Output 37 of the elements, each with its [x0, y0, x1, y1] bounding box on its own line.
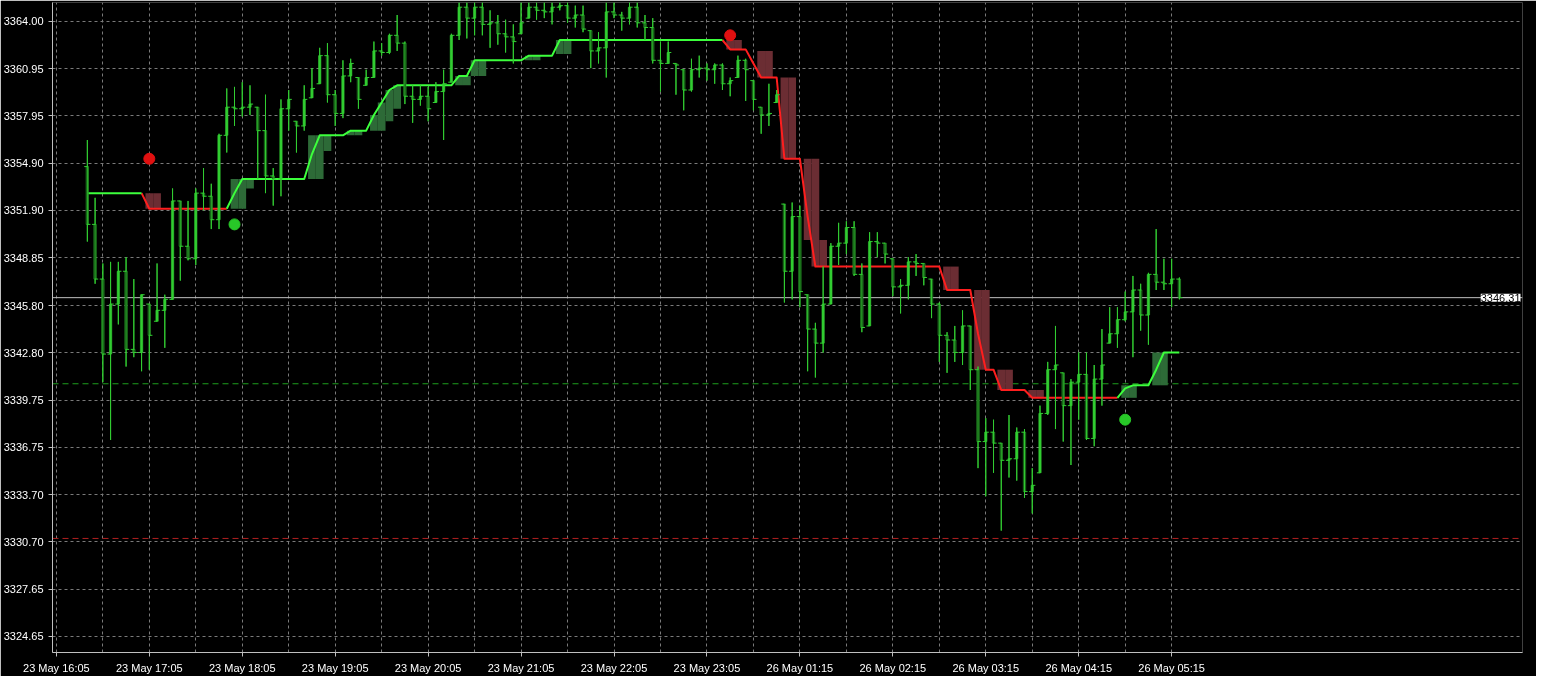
x-tick-label: 23 May 22:05 — [580, 661, 648, 674]
x-tick-label: 23 May 18:05 — [208, 661, 276, 674]
y-tick-label: 3339.75 — [3, 394, 44, 407]
y-tick-label: 3348.85 — [3, 251, 44, 264]
x-tick-label: 26 May 02:15 — [859, 661, 927, 674]
x-tick-label: 26 May 01:15 — [766, 661, 834, 674]
candlestick — [1059, 372, 1067, 443]
candlestick — [757, 106, 765, 135]
x-tick-label: 26 May 04:15 — [1045, 661, 1113, 674]
point — [724, 29, 737, 42]
candlestick — [920, 262, 928, 286]
ref-line-label: 3346.31 — [1480, 291, 1521, 304]
y-tick-label: 3342.80 — [3, 346, 44, 359]
x-tick-label: 23 May 17:05 — [115, 661, 183, 674]
candlestick — [362, 69, 370, 86]
y-tick-label: 3333.70 — [3, 488, 44, 501]
y-tick-label: 3324.65 — [3, 630, 44, 643]
x-tick-label: 23 May 23:05 — [673, 661, 741, 674]
y-tick-label: 3360.95 — [3, 62, 44, 75]
y-tick-label: 3327.65 — [3, 583, 44, 596]
candlestick — [285, 89, 293, 132]
point — [1119, 413, 1132, 426]
y-tick-label: 3351.90 — [3, 204, 44, 217]
y-tick-label: 3330.70 — [3, 535, 44, 548]
x-tick-label: 23 May 21:05 — [487, 661, 555, 674]
x-tick-label: 23 May 20:05 — [394, 661, 462, 674]
point — [228, 218, 241, 231]
y-tick-label: 3364.00 — [3, 15, 44, 28]
y-tick-label: 3357.95 — [3, 109, 44, 122]
y-tick-label: 3336.75 — [3, 441, 44, 454]
x-tick-label: 23 May 16:05 — [23, 661, 90, 674]
point — [143, 152, 156, 165]
y-tick-label: 3354.90 — [3, 157, 44, 170]
x-tick-label: 23 May 19:05 — [301, 661, 369, 674]
x-tick-label: 26 May 05:15 — [1138, 661, 1205, 674]
y-tick-label: 3345.80 — [3, 299, 44, 312]
x-tick-label: 26 May 03:15 — [952, 661, 1020, 674]
